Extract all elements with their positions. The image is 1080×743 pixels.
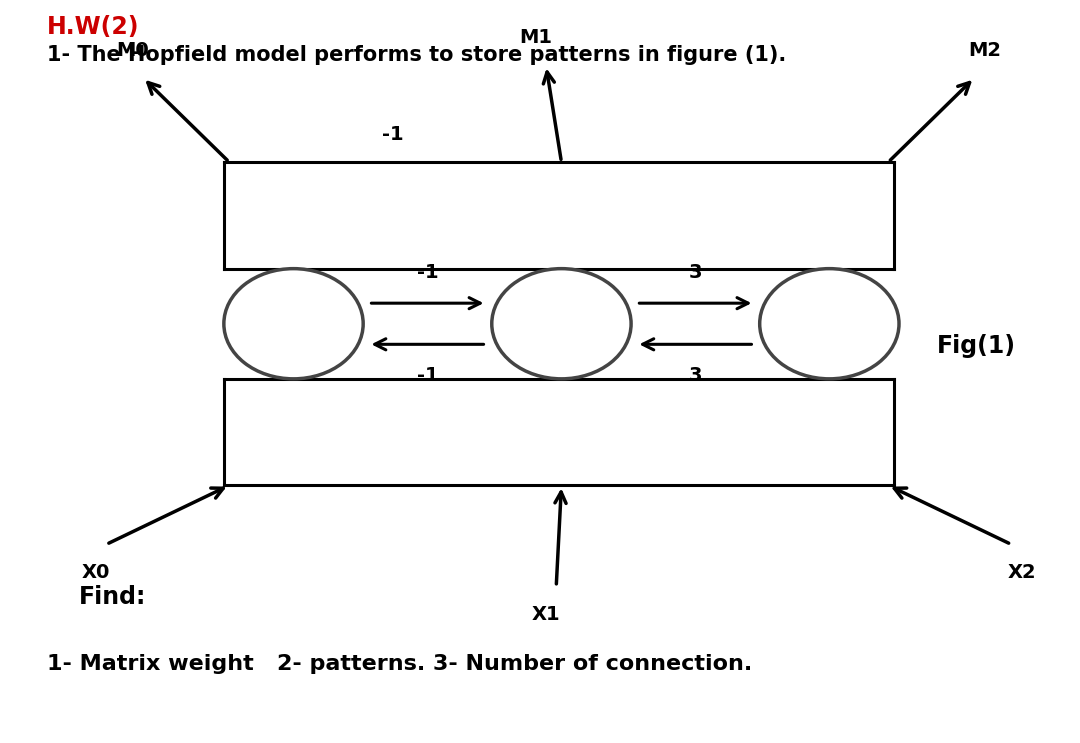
Text: -1: -1 — [417, 263, 438, 282]
Text: 1- The Hopfield model performs to store patterns in figure (1).: 1- The Hopfield model performs to store … — [48, 45, 786, 65]
Text: X2: X2 — [1008, 562, 1036, 582]
Text: M2: M2 — [969, 41, 1001, 59]
Text: X0: X0 — [81, 562, 110, 582]
Text: -1: -1 — [382, 125, 404, 143]
Text: 3: 3 — [689, 366, 702, 385]
Text: M1: M1 — [518, 28, 552, 47]
Text: H.W(2): H.W(2) — [48, 15, 139, 39]
Text: 3: 3 — [689, 263, 702, 282]
Ellipse shape — [759, 269, 899, 379]
Text: M0: M0 — [116, 41, 149, 59]
Text: Find:: Find: — [79, 585, 147, 609]
Ellipse shape — [491, 269, 631, 379]
Text: Fig(1): Fig(1) — [936, 334, 1015, 358]
Text: X1: X1 — [531, 605, 559, 624]
Text: 1- Matrix weight   2- patterns. 3- Number of connection.: 1- Matrix weight 2- patterns. 3- Number … — [48, 655, 753, 675]
Text: -1: -1 — [417, 366, 438, 385]
Ellipse shape — [224, 269, 363, 379]
